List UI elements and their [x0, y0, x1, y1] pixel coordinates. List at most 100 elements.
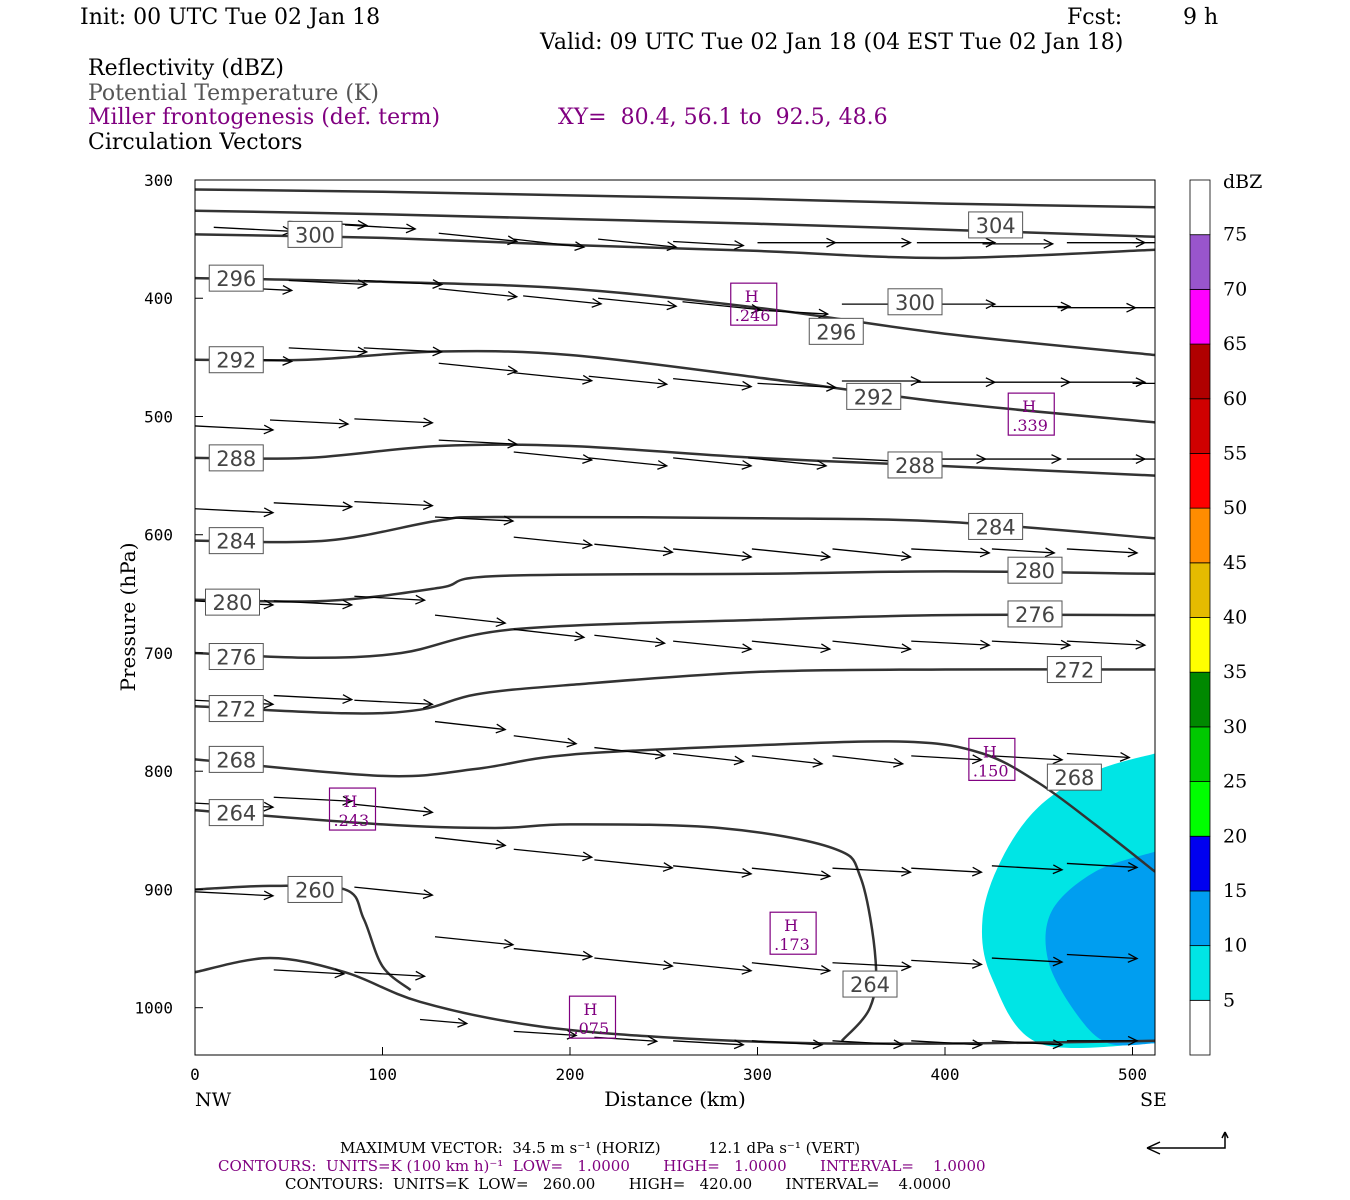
circulation-vector	[673, 240, 745, 250]
circulation-vector	[832, 640, 912, 654]
colorbar-label: 40	[1223, 607, 1247, 629]
contour-label-268: 268	[216, 748, 256, 772]
x-tick-label: 100	[368, 1065, 397, 1084]
circulation-vector	[1066, 377, 1147, 388]
front-max-box	[968, 737, 1016, 781]
front-max-box	[1007, 392, 1055, 436]
theta-contour-280	[195, 570, 1155, 603]
colorbar-label: 5	[1223, 989, 1235, 1011]
x-tick-label: 400	[931, 1065, 960, 1084]
contour-label-276: 276	[1015, 603, 1055, 627]
circulation-vector	[354, 698, 434, 709]
circulation-vector	[832, 548, 912, 561]
theta-contour-note: CONTOURS: UNITS=K LOW= 260.00 HIGH= 420.…	[285, 1175, 951, 1193]
circulation-vector	[1066, 953, 1139, 963]
circulation-vector	[911, 1039, 983, 1050]
theta-contour-0	[195, 188, 1155, 209]
circulation-vector	[273, 795, 354, 806]
colorbar-cell	[1189, 781, 1211, 837]
circulation-vector	[751, 548, 832, 561]
circulation-vector	[273, 599, 354, 610]
x-tick-label: 200	[556, 1065, 585, 1084]
contour-label-box	[808, 317, 864, 345]
circulation-vector	[513, 735, 578, 748]
colorbar-cell	[1189, 617, 1211, 673]
circulation-vector	[434, 836, 507, 850]
circulation-vector	[673, 962, 753, 975]
circulation-vector	[991, 754, 1064, 765]
contour-label-264: 264	[216, 802, 256, 826]
front-max-value: .150	[973, 761, 1009, 780]
circulation-vector	[751, 640, 832, 654]
circulation-vector	[991, 864, 1064, 875]
circulation-vector	[1132, 307, 1155, 309]
circulation-vector	[438, 232, 519, 246]
colorbar-label: 35	[1223, 661, 1247, 683]
front-max-value: .339	[1012, 416, 1048, 435]
colorbar-label: 65	[1223, 333, 1247, 355]
theta-contour-272	[195, 668, 1155, 715]
max-vector-note: MAXIMUM VECTOR: 34.5 m s⁻¹ (HORIZ) 12.1 …	[340, 1139, 861, 1157]
contour-label-box	[1007, 556, 1063, 584]
circulation-vector	[1066, 751, 1131, 762]
theta-contour-260	[195, 884, 412, 991]
circulation-vector	[1066, 547, 1139, 558]
circulation-vector	[438, 288, 519, 301]
contour-label-box	[887, 451, 943, 479]
circulation-vector	[991, 1039, 1064, 1050]
colorbar-cell	[1189, 945, 1211, 1001]
theta-contour-296	[195, 276, 1155, 357]
theta-contour-276	[195, 613, 1155, 659]
y-tick-label: 600	[144, 526, 173, 545]
circulation-vector	[673, 548, 753, 561]
circulation-vector	[832, 755, 905, 768]
colorbar-cell	[1189, 999, 1211, 1056]
circulation-vector	[1132, 382, 1155, 385]
reflectivity-10dbz	[1045, 851, 1155, 1046]
front-max-value: .246	[735, 306, 771, 325]
circulation-vector	[195, 507, 275, 518]
colorbar-label: 75	[1223, 224, 1247, 246]
circulation-vector	[832, 866, 912, 877]
front-max-value: .075	[574, 1019, 610, 1038]
colorbar-cell	[1189, 562, 1211, 618]
circulation-vector	[434, 515, 515, 526]
circulation-vector	[911, 866, 983, 877]
y-tick-label: 400	[144, 289, 173, 308]
circulation-vector	[588, 457, 669, 470]
contour-label-box	[208, 444, 264, 472]
circulation-vector	[673, 457, 753, 470]
theta-contour-292	[195, 349, 1155, 424]
circulation-vector	[1066, 862, 1139, 872]
circulation-vector	[354, 886, 434, 900]
colorbar: 5 10 15 20 25 30 35 40 45 50 55 60 65 70 75 dBZ	[1189, 171, 1262, 1056]
contour-label-304: 304	[976, 214, 1016, 238]
contour-label-288: 288	[216, 447, 256, 471]
circulation-vector	[1066, 639, 1147, 650]
colorbar-label: 15	[1223, 880, 1247, 902]
circulation-vector	[354, 970, 427, 981]
contour-label-box	[968, 512, 1024, 540]
colorbar-cell	[1189, 726, 1211, 782]
colorbar-cell	[1189, 398, 1211, 454]
field-frontogenesis: Miller frontogenesis (def. term)	[88, 105, 441, 130]
contour-label-284: 284	[216, 530, 256, 554]
front-max-value: .243	[334, 811, 370, 830]
circulation-vector	[982, 238, 1055, 249]
front-max-h: H	[584, 1000, 598, 1019]
front-max-box	[769, 911, 817, 955]
init-time: Init: 00 UTC Tue 02 Jan 18	[80, 5, 381, 30]
contour-label-box	[208, 346, 264, 374]
contour-label-300: 300	[295, 223, 335, 247]
front-max-h: H	[745, 287, 759, 306]
colorbar-cell	[1189, 343, 1211, 400]
colorbar-cell	[1189, 671, 1211, 728]
circulation-vector	[751, 1039, 824, 1050]
contour-label-box	[208, 264, 264, 292]
colorbar-label: 20	[1223, 825, 1247, 847]
contour-label-292: 292	[216, 349, 256, 373]
contour-label-288: 288	[895, 454, 935, 478]
circulation-vector	[195, 424, 275, 435]
circulation-vector	[513, 1029, 578, 1040]
